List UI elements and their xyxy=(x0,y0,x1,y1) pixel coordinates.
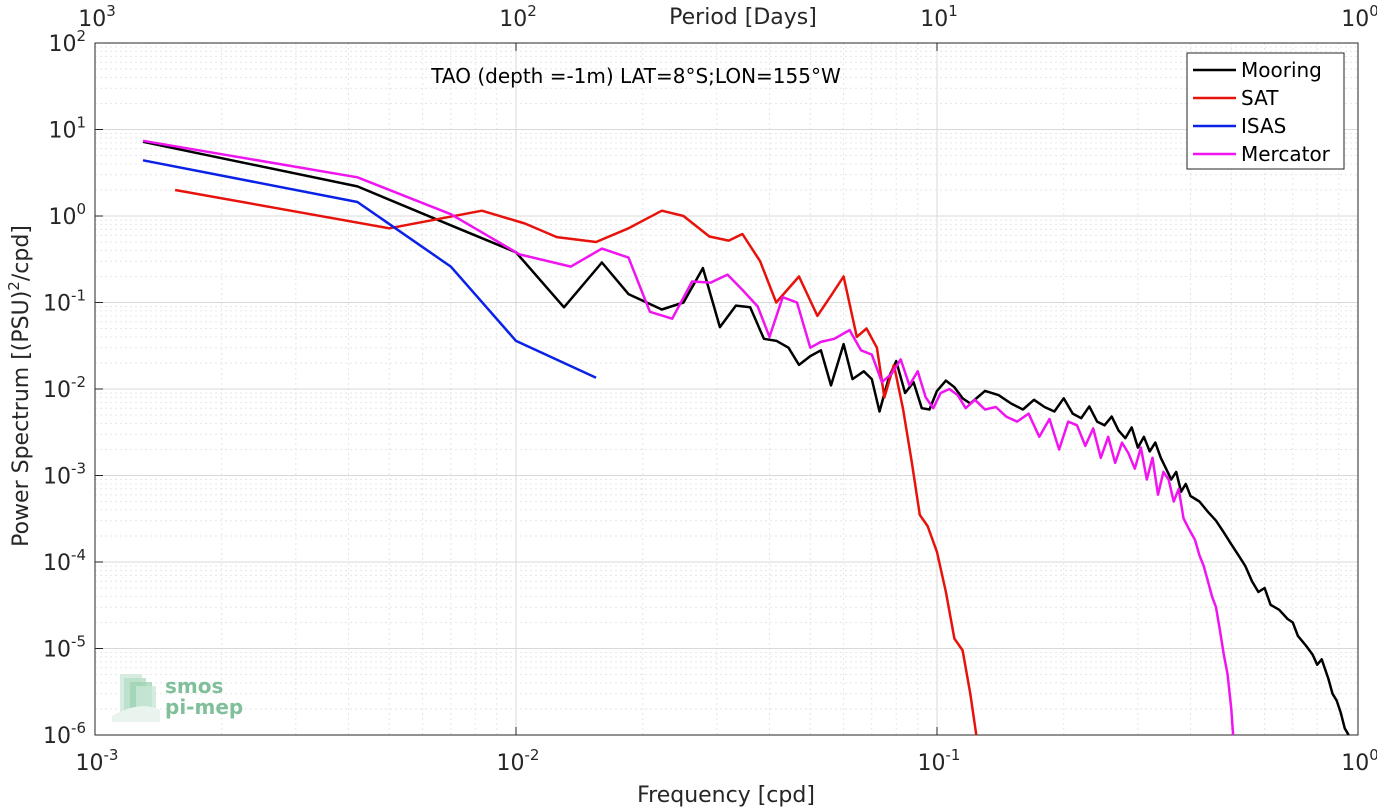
top-tick-label-exp: 3 xyxy=(106,2,116,20)
top-tick-label-exp: 0 xyxy=(1369,2,1377,20)
legend-label-mercator: Mercator xyxy=(1241,142,1331,166)
x-tick-label-base: 10 xyxy=(76,751,104,776)
y-tick-label-base: 10 xyxy=(43,378,71,403)
y-tick-label: 102 xyxy=(48,27,86,57)
top-tick-label-exp: 1 xyxy=(948,2,958,20)
grid xyxy=(94,43,1358,736)
y-tick-label-exp: -6 xyxy=(71,719,86,737)
chart-title: TAO (depth =-1m) LAT=8°S;LON=155°W xyxy=(430,64,841,88)
y-axis-label: Power Spectrum [(PSU)2/cpd] xyxy=(5,225,34,547)
y-axis-label-main: Power Spectrum [(PSU) xyxy=(9,291,34,547)
x-tick-label-exp: -1 xyxy=(946,746,961,764)
y-tick-label-exp: -2 xyxy=(71,373,86,391)
x-tick-label-exp: 0 xyxy=(1369,746,1377,764)
series-line-isas xyxy=(142,159,597,379)
legend-label-isas: ISAS xyxy=(1241,114,1286,138)
top-tick-label-base: 10 xyxy=(920,7,948,32)
top-tick-label: 101 xyxy=(920,2,958,32)
top-tick-label: 103 xyxy=(78,2,116,32)
x-tick-label: 10-2 xyxy=(497,746,540,776)
legend-label-mooring: Mooring xyxy=(1241,58,1322,82)
y-tick-label-base: 10 xyxy=(48,32,76,57)
y-tick-label-base: 10 xyxy=(43,724,71,749)
legend-label-sat: SAT xyxy=(1241,86,1279,110)
logo-text-line1: smos xyxy=(165,674,223,698)
y-tick-label-exp: 2 xyxy=(76,27,86,45)
y-tick-label: 10-5 xyxy=(43,633,86,663)
logo-text-line2: pi-mep xyxy=(165,695,243,719)
y-tick-label: 100 xyxy=(48,200,86,230)
x-tick-label: 100 xyxy=(1341,746,1377,776)
smos-pimep-logo: smos pi-mep xyxy=(112,674,243,722)
x-tick-label-base: 10 xyxy=(918,751,946,776)
y-tick-label-base: 10 xyxy=(43,292,71,317)
y-tick-label-base: 10 xyxy=(43,465,71,490)
legend-box xyxy=(1186,52,1345,170)
top-tick-label-base: 10 xyxy=(78,7,106,32)
y-tick-label-base: 10 xyxy=(43,638,71,663)
y-tick-label-exp: -4 xyxy=(71,546,86,564)
y-tick-label-base: 10 xyxy=(48,205,76,230)
series-line-mooring xyxy=(142,140,1350,736)
x-tick-label-exp: -2 xyxy=(525,746,540,764)
y-tick-label-exp: -1 xyxy=(71,287,86,305)
y-tick-label-exp: 0 xyxy=(76,200,86,218)
y-tick-label: 10-3 xyxy=(43,460,86,490)
y-tick-label-base: 10 xyxy=(48,119,76,144)
top-tick-label: 100 xyxy=(1341,2,1377,32)
y-axis-label-tail: /cpd] xyxy=(9,225,34,281)
series-line-sat xyxy=(174,188,978,736)
y-tick-label-base: 10 xyxy=(43,551,71,576)
y-tick-label-exp: -5 xyxy=(71,633,86,651)
x-tick-label-exp: -3 xyxy=(104,746,119,764)
x-tick-label: 10-1 xyxy=(918,746,961,776)
y-tick-label: 10-6 xyxy=(43,719,86,749)
y-tick-label-exp: -3 xyxy=(71,460,86,478)
x-axis-label: Frequency [cpd] xyxy=(637,783,815,808)
series-line-mercator xyxy=(142,139,1235,736)
y-tick-label: 10-2 xyxy=(43,373,86,403)
logo-mark-icon xyxy=(112,674,160,722)
y-tick-label: 101 xyxy=(48,114,86,144)
top-tick-label: 102 xyxy=(499,2,537,32)
x-tick-label: 10-3 xyxy=(76,746,119,776)
series-layer xyxy=(142,139,1350,736)
top-tick-label-base: 10 xyxy=(499,7,527,32)
top-tick-label-base: 10 xyxy=(1341,7,1369,32)
legend: Mooring SAT ISAS Mercator xyxy=(1186,52,1345,170)
y-tick-label: 10-4 xyxy=(43,546,86,576)
top-axis-label: Period [Days] xyxy=(669,5,817,30)
x-tick-label-base: 10 xyxy=(1341,751,1369,776)
y-tick-label: 10-1 xyxy=(43,287,86,317)
y-tick-label-exp: 1 xyxy=(76,114,86,132)
x-tick-label-base: 10 xyxy=(497,751,525,776)
top-tick-label-exp: 2 xyxy=(527,2,537,20)
y-axis-label-sup: 2 xyxy=(5,281,23,291)
